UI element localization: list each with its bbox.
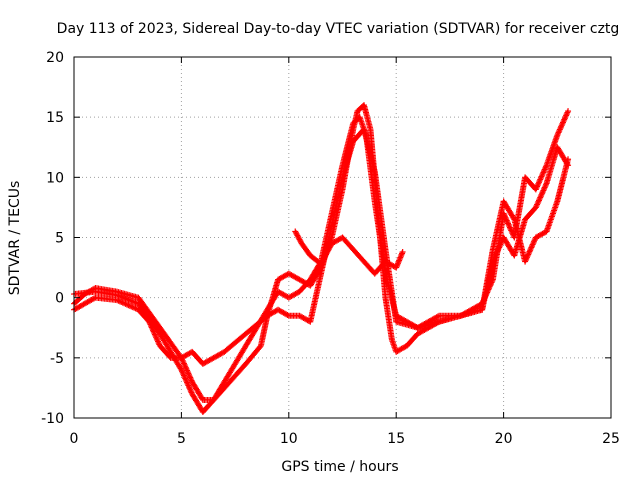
y-tick-label: 0 — [55, 291, 64, 307]
tick-labels: 0 5 10 15 20 25 -10 -5 0 5 10 15 20 — [41, 50, 620, 447]
y-axis-label: SDTVAR / TECUs — [7, 181, 23, 296]
x-axis-label: GPS time / hours — [281, 459, 398, 475]
axis-ticks — [73, 56, 612, 419]
data-series — [71, 102, 572, 415]
series-track-d — [292, 228, 406, 277]
data-marker — [510, 215, 517, 222]
chart-title: Day 113 of 2023, Sidereal Day-to-day VTE… — [57, 21, 620, 37]
x-tick-label: 5 — [177, 431, 186, 447]
data-marker — [565, 156, 572, 163]
y-tick-label: 20 — [46, 50, 64, 66]
y-tick-label: -10 — [41, 411, 64, 427]
x-tick-label: 15 — [387, 431, 405, 447]
y-tick-label: 5 — [55, 231, 64, 247]
data-marker — [399, 248, 406, 255]
y-tick-label: 10 — [46, 170, 64, 186]
series-track-c — [71, 126, 572, 367]
y-tick-label: 15 — [46, 110, 64, 126]
data-marker — [284, 311, 291, 318]
x-tick-label: 0 — [70, 431, 79, 447]
x-tick-label: 10 — [280, 431, 298, 447]
x-tick-label: 20 — [495, 431, 513, 447]
data-marker — [565, 108, 572, 115]
data-marker — [434, 313, 441, 320]
data-marker — [256, 344, 263, 351]
y-tick-label: -5 — [50, 351, 64, 367]
x-tick-label: 25 — [602, 431, 620, 447]
